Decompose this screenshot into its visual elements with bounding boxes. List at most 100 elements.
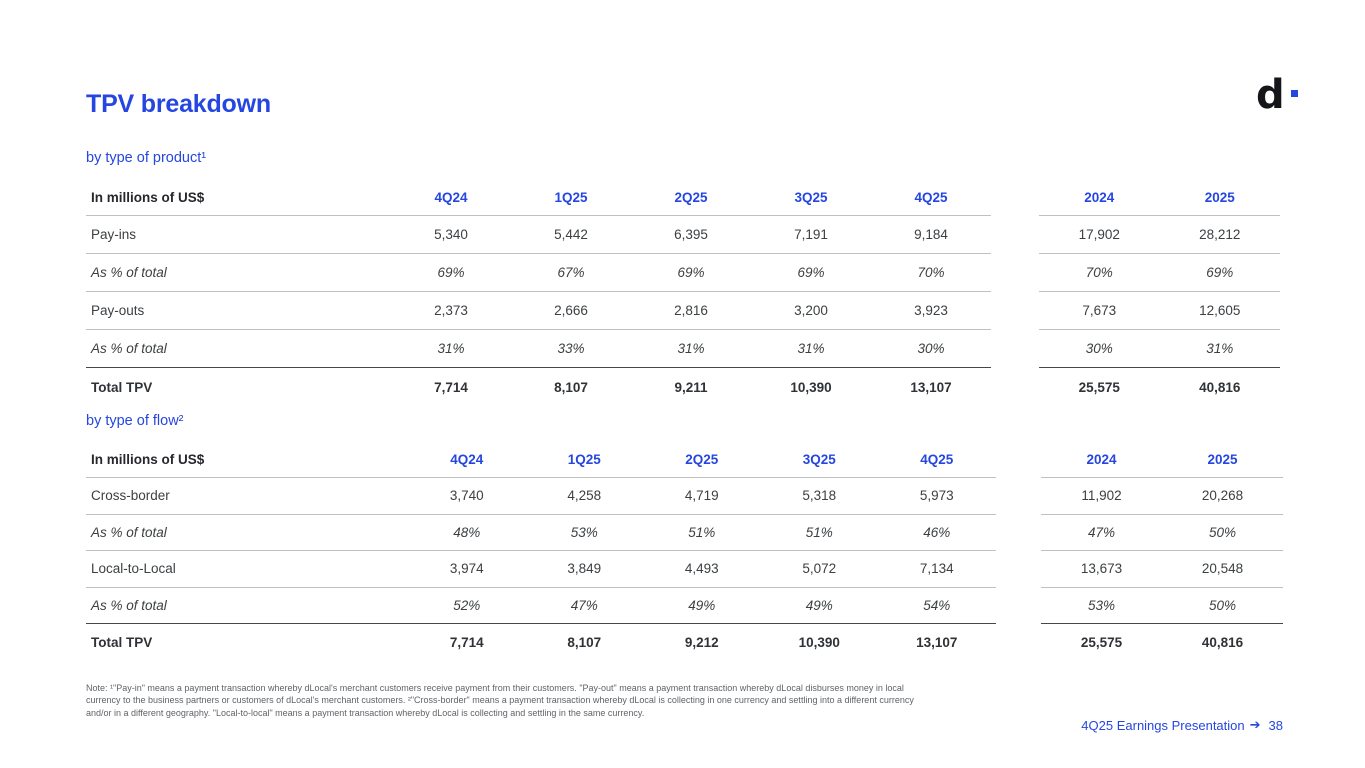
quarter-value: 31% xyxy=(677,341,705,356)
quarter-value: 2,816 xyxy=(674,303,708,318)
quarter-value: 51% xyxy=(805,524,833,540)
quarter-value: 6,395 xyxy=(674,227,708,242)
year-value: 7,673 xyxy=(1082,303,1117,318)
quarter-value: 54% xyxy=(923,597,951,613)
row-label: Local-to-Local xyxy=(91,561,176,577)
year-value: 25,575 xyxy=(1080,634,1123,650)
year-value: 47% xyxy=(1087,524,1116,540)
quarter-value: 52% xyxy=(453,597,481,613)
table-gap xyxy=(991,330,1039,368)
quarter-value: 5,340 xyxy=(434,227,468,242)
quarterly-segment: Total TPV 7,714 8,107 9,211 10,390 13,107 xyxy=(86,368,991,406)
footnote-line-1: Note: ¹"Pay-in" means a payment transact… xyxy=(86,683,904,693)
table-gap xyxy=(991,216,1039,254)
quarter-value: 3,974 xyxy=(449,561,484,577)
quarter-value: 3,849 xyxy=(567,561,602,577)
quarter-column-header: 3Q25 xyxy=(794,189,828,205)
quarter-value: 10,390 xyxy=(790,379,832,395)
table-row: Pay-outs 2,373 2,666 2,816 3,200 3,923 7,673 12… xyxy=(86,292,1280,330)
table-by-flow: In millions of US$ 4Q24 1Q25 2Q25 3Q25 4Q25 20… xyxy=(86,441,1283,661)
quarter-value: 31% xyxy=(797,341,825,356)
year-column-header: 2025 xyxy=(1207,451,1238,467)
quarter-value: 7,714 xyxy=(449,634,484,650)
quarter-value: 3,923 xyxy=(914,303,948,318)
table-row: As % of total 69% 67% 69% 69% 70% 70% 69% xyxy=(86,254,1280,292)
quarter-value: 8,107 xyxy=(554,379,588,395)
table-gap xyxy=(996,624,1041,661)
quarterly-segment: Total TPV 7,714 8,107 9,212 10,390 13,107 xyxy=(86,624,996,661)
quarter-value: 46% xyxy=(923,524,951,540)
row-label: As % of total xyxy=(91,524,167,540)
footnote-line-2: currency to the business partners or cus… xyxy=(86,695,914,706)
quarter-value: 49% xyxy=(805,597,833,613)
annual-segment: 25,575 40,816 xyxy=(1039,368,1280,406)
quarterly-segment: As % of total 31% 33% 31% 31% 30% xyxy=(86,330,991,368)
year-value: 70% xyxy=(1085,265,1113,280)
quarter-value: 10,390 xyxy=(798,634,840,650)
year-value: 40,816 xyxy=(1199,379,1241,395)
year-value: 20,268 xyxy=(1201,488,1244,504)
quarter-value: 2,373 xyxy=(434,303,468,318)
table-row: As % of total 48% 53% 51% 51% 46% 47% 50% xyxy=(86,515,1283,551)
quarterly-segment: Pay-outs 2,373 2,666 2,816 3,200 3,923 xyxy=(86,292,991,330)
table-gap xyxy=(991,368,1039,406)
quarter-value: 7,134 xyxy=(919,561,954,577)
annual-segment: 7,673 12,605 xyxy=(1039,292,1280,330)
quarter-value: 13,107 xyxy=(916,634,958,650)
year-value: 69% xyxy=(1206,265,1234,280)
quarterly-segment: In millions of US$ 4Q24 1Q25 2Q25 3Q25 4Q25 xyxy=(86,441,996,478)
footer-presentation-label: 4Q25 Earnings Presentation xyxy=(1081,717,1245,733)
quarter-value: 9,212 xyxy=(684,634,719,650)
quarter-value: 53% xyxy=(570,524,598,540)
quarterly-segment: Pay-ins 5,340 5,442 6,395 7,191 9,184 xyxy=(86,216,991,254)
arrow-right-icon: ➔ xyxy=(1249,717,1261,732)
annual-segment: 30% 31% xyxy=(1039,330,1280,368)
quarter-column-header: 4Q24 xyxy=(434,189,468,205)
quarter-value: 5,442 xyxy=(554,227,588,242)
year-value: 31% xyxy=(1206,341,1234,356)
table-gap xyxy=(991,179,1039,216)
annual-segment: 2024 2025 xyxy=(1041,441,1283,478)
year-value: 28,212 xyxy=(1199,227,1241,242)
table-gap xyxy=(991,254,1039,292)
page-number: 38 xyxy=(1268,717,1283,733)
quarter-value: 70% xyxy=(917,265,945,280)
table-by-product: In millions of US$ 4Q24 1Q25 2Q25 3Q25 4Q25 20… xyxy=(86,179,1280,406)
quarter-value: 13,107 xyxy=(910,379,952,395)
quarter-value: 69% xyxy=(677,265,705,280)
quarter-value: 7,191 xyxy=(794,227,828,242)
year-value: 50% xyxy=(1208,524,1237,540)
year-value: 11,902 xyxy=(1081,488,1122,504)
table-gap xyxy=(996,441,1041,478)
row-label: As % of total xyxy=(91,341,167,356)
year-value: 13,673 xyxy=(1080,561,1123,577)
slide-footer: 4Q25 Earnings Presentation ➔ 38 xyxy=(1081,717,1283,733)
quarter-value: 33% xyxy=(557,341,585,356)
annual-segment: 17,902 28,212 xyxy=(1039,216,1280,254)
table-row: Total TPV 7,714 8,107 9,211 10,390 13,107 25,5… xyxy=(86,368,1280,406)
table-gap xyxy=(996,478,1041,515)
quarter-column-header: 4Q25 xyxy=(920,451,954,467)
section-label-by-product: by type of product¹ xyxy=(86,150,207,166)
year-column-header: 2025 xyxy=(1204,189,1235,205)
year-value: 25,575 xyxy=(1078,379,1120,395)
quarter-value: 31% xyxy=(437,341,465,356)
quarter-column-header: 4Q25 xyxy=(914,189,948,205)
quarterly-segment: As % of total 48% 53% 51% 51% 46% xyxy=(86,515,996,551)
annual-segment: 11,902 20,268 xyxy=(1041,478,1283,515)
quarter-column-header: 2Q25 xyxy=(674,189,708,205)
logo-letter: d xyxy=(1256,72,1285,118)
quarter-value: 30% xyxy=(917,341,945,356)
annual-segment: 25,575 40,816 xyxy=(1041,624,1283,661)
quarter-value: 4,493 xyxy=(684,561,719,577)
table-row: Cross-border 3,740 4,258 4,719 5,318 5,973 11,… xyxy=(86,478,1283,515)
footnote-line-3: and/or in a different geography. "Local-… xyxy=(86,707,645,718)
year-column-header: 2024 xyxy=(1086,451,1117,467)
quarter-value: 69% xyxy=(797,265,825,280)
row-label: Cross-border xyxy=(91,488,170,504)
year-value: 40,816 xyxy=(1201,634,1244,650)
dlocal-logo: d xyxy=(1256,74,1298,116)
annual-segment: 47% 50% xyxy=(1041,515,1283,551)
unit-label: In millions of US$ xyxy=(91,189,205,205)
